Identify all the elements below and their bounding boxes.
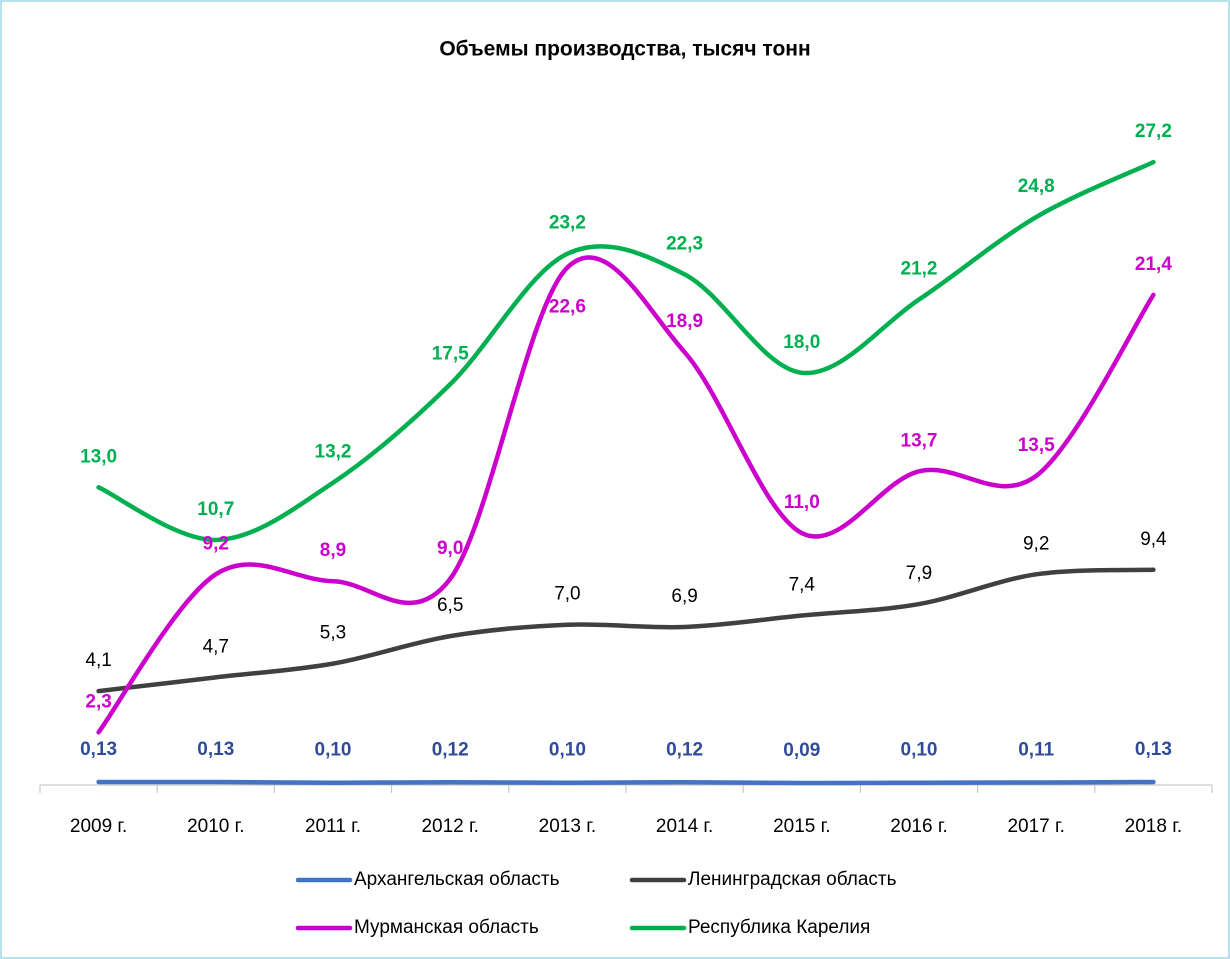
series-line: [96, 255, 1156, 735]
data-label: 6,9: [671, 586, 697, 607]
data-label: 7,0: [554, 584, 580, 605]
data-label: 27,2: [1135, 121, 1172, 142]
data-label: 23,2: [549, 213, 586, 234]
data-label: 9,2: [1023, 533, 1049, 554]
data-label: 21,4: [1135, 254, 1172, 275]
data-label: 6,5: [437, 595, 463, 616]
data-label: 9,2: [203, 533, 229, 554]
data-label: 24,8: [1018, 176, 1055, 197]
data-label: 0,13: [1135, 739, 1172, 760]
data-label: 0,12: [432, 739, 469, 760]
data-label: 5,3: [320, 623, 346, 644]
data-label: 8,9: [320, 540, 346, 561]
data-label: 4,1: [85, 650, 111, 671]
data-label: 18,0: [783, 332, 820, 353]
data-label: 0,09: [783, 740, 820, 761]
data-label: 9,0: [437, 538, 463, 559]
x-tick-label: 2014 г.: [656, 816, 713, 837]
data-label: 13,5: [1018, 435, 1055, 456]
series-line: [96, 779, 1156, 786]
data-label: 9,4: [1140, 529, 1167, 550]
data-label: 0,10: [549, 740, 586, 761]
data-label: 0,10: [315, 740, 352, 761]
x-tick-label: 2013 г.: [539, 816, 596, 837]
legend-label: Республика Карелия: [688, 917, 870, 938]
x-tick-label: 2015 г.: [773, 816, 830, 837]
series-line: [96, 567, 1156, 694]
legend-label: Мурманская область: [354, 917, 539, 938]
data-label: 2,3: [85, 691, 111, 712]
data-label: 13,2: [315, 442, 352, 463]
x-tick-label: 2011 г.: [305, 816, 361, 837]
x-tick-label: 2017 г.: [1007, 816, 1064, 837]
data-label: 7,9: [906, 563, 932, 584]
data-label: 10,7: [197, 499, 234, 520]
data-label: 13,0: [80, 446, 117, 467]
data-label: 11,0: [784, 492, 820, 513]
data-label: 17,5: [432, 343, 469, 364]
data-label: 22,3: [666, 233, 703, 254]
data-label: 13,7: [901, 430, 938, 451]
legend-label: Ленинградская область: [688, 869, 897, 890]
x-tick-label: 2009 г.: [70, 816, 127, 837]
data-label: 0,13: [197, 739, 234, 760]
data-label: 0,13: [80, 739, 117, 760]
chart-title: Объемы производства, тысяч тонн: [439, 38, 810, 61]
series-line: [96, 159, 1156, 543]
data-label: 0,10: [901, 740, 938, 761]
data-label: 22,6: [549, 296, 586, 317]
data-label: 7,4: [789, 575, 816, 596]
x-tick-label: 2016 г.: [890, 816, 947, 837]
data-label: 0,11: [1018, 739, 1054, 760]
legend-label: Архангельская область: [354, 869, 560, 890]
x-tick-label: 2018 г.: [1125, 816, 1182, 837]
x-tick-label: 2012 г.: [421, 816, 478, 837]
data-label: 0,12: [666, 739, 703, 760]
data-label: 21,2: [901, 259, 938, 280]
data-label: 18,9: [666, 311, 703, 332]
data-label: 4,7: [203, 636, 229, 657]
x-tick-label: 2010 г.: [187, 816, 244, 837]
